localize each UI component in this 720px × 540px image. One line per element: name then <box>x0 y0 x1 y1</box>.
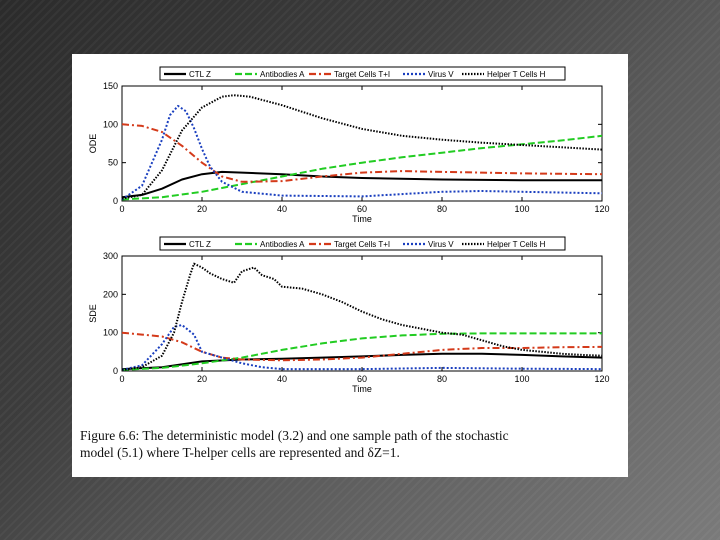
y-tick-label: 100 <box>103 328 118 338</box>
y-axis-label: SDE <box>88 304 98 323</box>
x-axis-label: Time <box>352 214 372 224</box>
x-tick-label: 0 <box>119 204 124 214</box>
series-line-helper <box>121 94 603 200</box>
legend-label-helper: Helper T Cells H <box>487 240 546 249</box>
x-tick-label: 100 <box>514 204 529 214</box>
x-axis-label: Time <box>352 384 372 394</box>
x-tick-label: 20 <box>197 204 207 214</box>
legend-label-virus: Virus V <box>428 70 454 79</box>
x-tick-label: 120 <box>594 204 609 214</box>
series-line-ctl <box>121 352 603 371</box>
legend-box <box>159 66 566 81</box>
y-tick-label: 0 <box>113 366 118 376</box>
legend-label-ctl: CTL Z <box>189 240 211 249</box>
x-tick-label: 100 <box>514 374 529 384</box>
x-tick-label: 40 <box>277 204 287 214</box>
legend-label-antibodies: Antibodies A <box>260 70 305 79</box>
caption-line-2: model (5.1) where T-helper cells are rep… <box>80 445 400 460</box>
legend-label-target: Target Cells T+I <box>334 240 390 249</box>
series-line-ctl <box>121 170 602 199</box>
legend-label-helper: Helper T Cells H <box>487 70 546 79</box>
x-tick-label: 120 <box>594 374 609 384</box>
x-tick-label: 80 <box>437 204 447 214</box>
series-line-virus <box>121 324 603 371</box>
y-tick-label: 300 <box>103 251 118 261</box>
figure-svg: 0 20 40 60 80 100 120 0 50 100 150 Time ODE CTL Z Anti… <box>88 66 610 394</box>
x-tick-label: 40 <box>277 374 287 384</box>
legend-box <box>159 236 566 251</box>
y-tick-label: 200 <box>103 289 118 299</box>
y-tick-label: 150 <box>103 81 118 91</box>
plot-area <box>121 255 603 372</box>
y-axis-label: ODE <box>88 134 98 154</box>
y-tick-label: 50 <box>108 158 118 168</box>
x-tick-label: 80 <box>437 374 447 384</box>
caption-line-1: Figure 6.6: The deterministic model (3.2… <box>80 428 509 443</box>
x-tick-label: 20 <box>197 374 207 384</box>
legend-label-virus: Virus V <box>428 240 454 249</box>
x-tick-label: 60 <box>357 374 367 384</box>
y-tick-label: 0 <box>113 196 118 206</box>
series-line-virus <box>121 104 603 201</box>
legend-label-target: Target Cells T+I <box>334 70 390 79</box>
series-line-antibodies <box>121 332 602 371</box>
slide-panel: 0 20 40 60 80 100 120 0 50 100 150 Time ODE CTL Z Anti… <box>72 54 628 477</box>
legend-label-ctl: CTL Z <box>189 70 211 79</box>
series-line-target <box>121 331 603 362</box>
series-line-antibodies <box>121 134 603 201</box>
x-tick-label: 60 <box>357 204 367 214</box>
legend-label-antibodies: Antibodies A <box>260 240 305 249</box>
x-tick-label: 0 <box>119 374 124 384</box>
y-tick-label: 100 <box>103 119 118 129</box>
series-line-target <box>121 123 603 183</box>
figure-caption: Figure 6.6: The deterministic model (3.2… <box>80 427 620 461</box>
